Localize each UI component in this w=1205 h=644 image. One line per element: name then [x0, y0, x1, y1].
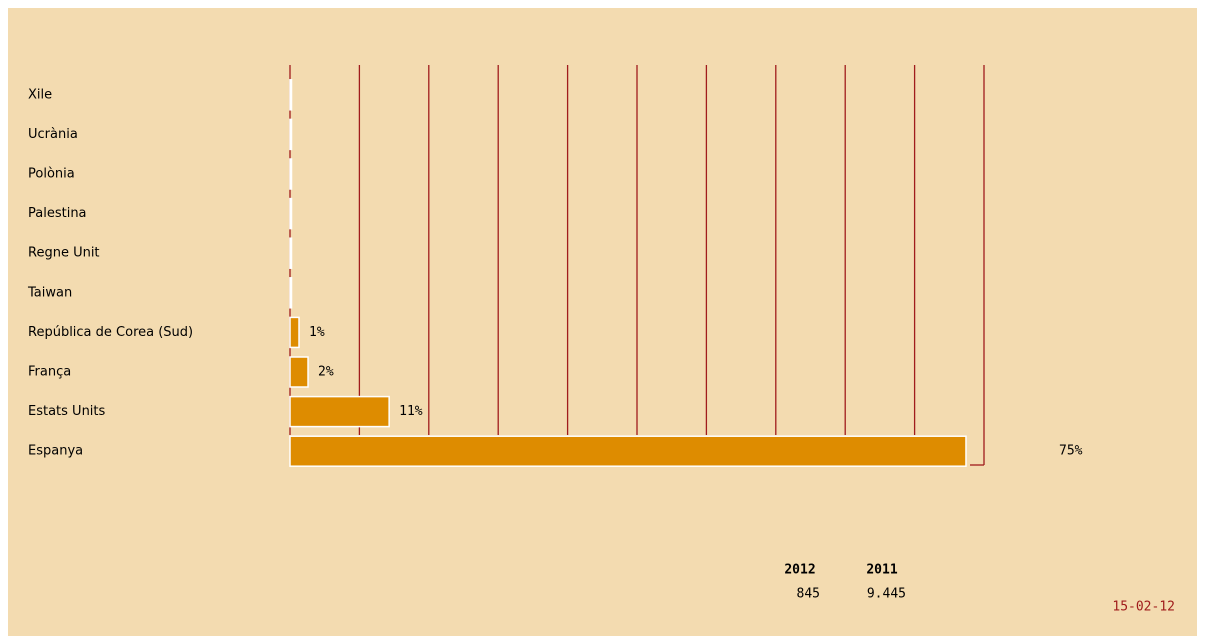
y-tick-label: França [28, 365, 71, 380]
bar [289, 356, 309, 388]
table-value: 9.445 [867, 587, 906, 602]
y-tick-label: Espanya [28, 444, 83, 459]
y-tick-label: Regne Unit [28, 246, 100, 261]
y-tick-label: República de Corea (Sud) [28, 325, 193, 340]
y-tick-label: Xile [28, 87, 52, 102]
y-tick-label: Polònia [28, 167, 75, 182]
y-tick-label: Estats Units [28, 404, 106, 419]
bar [289, 435, 967, 467]
data-label: 2% [318, 365, 334, 380]
bar [289, 316, 300, 349]
y-tick-label: Taiwan [27, 285, 72, 300]
bar [289, 79, 293, 111]
bar [289, 395, 390, 428]
table-value: 845 [797, 587, 820, 602]
bar [289, 118, 293, 151]
bar [289, 277, 293, 309]
bar [289, 197, 293, 230]
date: 15-02-12 [1112, 600, 1175, 615]
data-label: 1% [309, 325, 325, 340]
data-label: 75% [1059, 444, 1083, 459]
background [8, 8, 1197, 636]
data-label: 11% [399, 404, 423, 419]
bar [289, 237, 293, 269]
table-header: 2011 [866, 563, 897, 578]
bar [289, 158, 293, 190]
table-header: 2012 [784, 563, 815, 578]
y-tick-label: Palestina [28, 206, 87, 221]
y-tick-label: Ucrània [28, 127, 78, 142]
